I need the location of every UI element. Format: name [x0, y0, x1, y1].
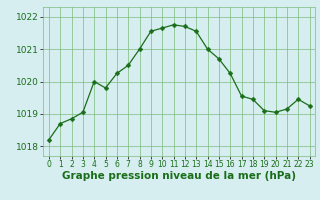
X-axis label: Graphe pression niveau de la mer (hPa): Graphe pression niveau de la mer (hPa)	[62, 171, 296, 181]
